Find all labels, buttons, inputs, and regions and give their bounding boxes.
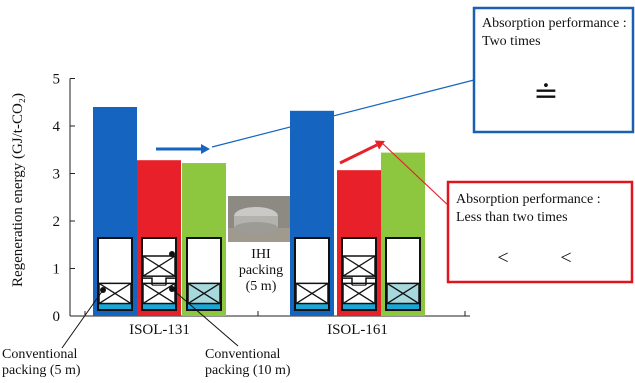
x-category-label: ISOL-131	[129, 322, 190, 338]
box-frame	[446, 180, 634, 284]
packing-cross	[142, 255, 176, 277]
box-title: Absorption performance :	[482, 16, 627, 31]
redistributor	[143, 277, 153, 286]
packing-cross	[386, 282, 420, 305]
liquid-band	[387, 303, 419, 309]
redistributor	[165, 277, 175, 286]
liquid-band	[343, 303, 375, 309]
axes: 0 1 2 3 4 5 Regeneration energy (GJ/t-CO₂) ISOL…	[10, 72, 470, 338]
column-diagram-conv10	[341, 237, 377, 311]
liquid-band	[188, 303, 220, 309]
y-tick-label: 1	[53, 262, 61, 278]
label-conventional-5m: packing (5 m)	[2, 363, 81, 378]
packing-cross	[342, 255, 376, 277]
packing-cross	[342, 282, 376, 305]
connector-red	[381, 142, 451, 208]
leader-line	[171, 288, 239, 347]
column-diagram-conv10	[141, 237, 177, 311]
label-ihi-packing: (5 m)	[246, 279, 277, 294]
y-tick-label: 4	[53, 119, 61, 135]
packing-disc-bottom	[234, 222, 278, 234]
less-than-symbol: <	[560, 247, 571, 269]
y-tick-label: 5	[53, 72, 61, 88]
packing-cross	[142, 282, 176, 305]
liquid-band	[143, 303, 175, 309]
y-tick-label: 0	[53, 309, 61, 325]
box-subtitle: Less than two times	[456, 210, 568, 225]
y-tick-label: 3	[53, 167, 61, 183]
less-than-symbol: <	[497, 247, 508, 269]
connector-blue	[211, 79, 475, 148]
box-frame	[472, 6, 635, 134]
column-diagram-ihi	[385, 237, 421, 311]
x-category-label: ISOL-161	[327, 322, 388, 338]
y-tick-label: 2	[53, 214, 61, 230]
trend-arrow-isol131	[156, 144, 210, 154]
absorption-box-less-than-two-times: Absorption performance : Less than two ti…	[446, 180, 634, 284]
label-ihi-packing: packing	[239, 263, 283, 278]
label-ihi-packing: IHI	[251, 247, 271, 262]
box-subtitle: Two times	[482, 34, 541, 49]
packing-cross	[295, 282, 329, 305]
ihi-packing-photo	[228, 196, 290, 242]
column-diagram-conv5	[294, 237, 330, 311]
trend-arrow-isol161	[339, 140, 385, 165]
redistributor	[343, 277, 353, 286]
label-conventional-5m: Conventional	[2, 347, 78, 362]
column-diagram-conv5	[97, 237, 133, 311]
label-conventional-10m: Conventional	[205, 347, 281, 362]
arrow-shaft	[339, 143, 378, 165]
callout-dot	[169, 251, 175, 257]
leader-line	[61, 289, 104, 349]
liquid-band	[99, 303, 131, 309]
absorption-box-two-times: Absorption performance : Two times ≐	[472, 6, 635, 134]
redistributor	[365, 277, 375, 286]
arrow-head	[201, 144, 210, 154]
box-title: Absorption performance :	[456, 192, 601, 207]
column-diagram-ihi	[186, 237, 222, 311]
packing-cross	[98, 282, 132, 305]
packing-cross	[187, 282, 221, 305]
approx-equal-symbol: ≐	[533, 77, 558, 110]
label-conventional-10m: packing (10 m)	[205, 363, 291, 378]
y-axis-label: Regeneration energy (GJ/t-CO₂)	[10, 93, 26, 287]
liquid-band	[296, 303, 328, 309]
